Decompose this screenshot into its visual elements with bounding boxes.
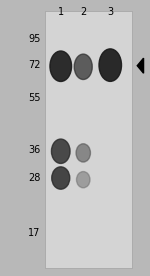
Ellipse shape	[74, 54, 92, 79]
Ellipse shape	[99, 49, 122, 81]
Text: 1: 1	[58, 7, 64, 17]
Text: 3: 3	[107, 7, 113, 17]
Text: 28: 28	[28, 173, 40, 183]
Text: 17: 17	[28, 228, 40, 238]
Polygon shape	[137, 58, 144, 73]
Ellipse shape	[50, 51, 72, 81]
Text: 55: 55	[28, 93, 40, 103]
Bar	[45, 11, 132, 268]
Ellipse shape	[51, 139, 70, 163]
Ellipse shape	[76, 172, 90, 188]
Text: 72: 72	[28, 60, 40, 70]
Ellipse shape	[52, 167, 70, 189]
Text: 95: 95	[28, 34, 40, 44]
Ellipse shape	[76, 144, 90, 162]
Text: 36: 36	[28, 145, 40, 155]
Text: 2: 2	[80, 7, 86, 17]
